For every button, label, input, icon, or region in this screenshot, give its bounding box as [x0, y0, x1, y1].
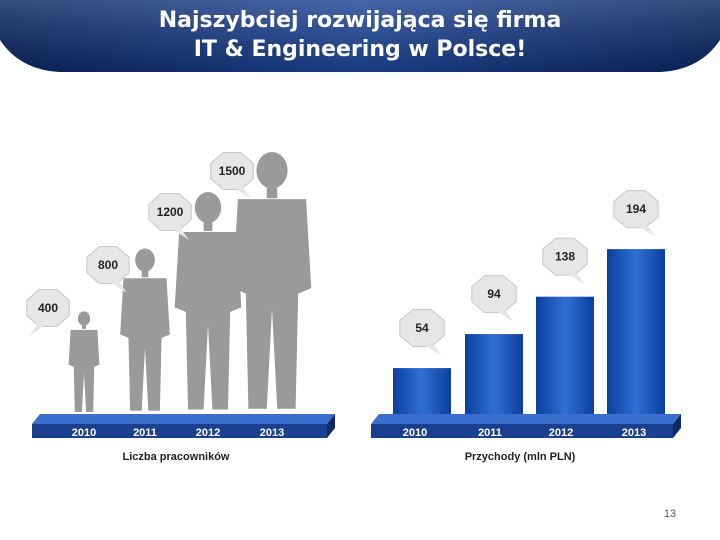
employees-platform-top — [32, 414, 335, 424]
revenue-year-2011: 2011 — [478, 427, 502, 439]
revenue-value-2010-bubble-tail — [426, 344, 442, 357]
employees-figure-2010-head — [77, 311, 91, 326]
employees-value-2013-bubble: 1500 — [210, 152, 254, 199]
employees-value-2013-bubble-shape — [210, 152, 254, 190]
employees-figure-2013-body — [232, 199, 312, 409]
employees-value-2011-bubble: 800 — [86, 246, 130, 293]
employees-platform-side — [327, 414, 335, 438]
employees-figure-2013 — [232, 152, 312, 409]
revenue-value-2012: 138 — [555, 250, 575, 264]
employees-value-2013-bubble-tail — [235, 187, 251, 199]
slide-number: 13 — [663, 508, 677, 520]
revenue-platform-side — [673, 414, 681, 438]
employees-year-2010: 2010 — [72, 427, 96, 439]
employees-figure-2011-head — [135, 248, 155, 272]
employees-figure-2010 — [68, 311, 100, 412]
employees-value-2012: 1200 — [157, 205, 184, 219]
revenue-bar-2010 — [393, 368, 451, 414]
revenue-platform — [371, 414, 681, 438]
revenue-year-2013: 2013 — [622, 427, 646, 439]
revenue-value-2013-bubble-shape — [613, 190, 659, 229]
employees-figure-2011-neck — [141, 270, 149, 278]
employees-value-2011-bubble-shape — [86, 246, 130, 284]
revenue-year-2012: 2012 — [549, 427, 573, 439]
revenue-value-2013-bubble: 194 — [613, 190, 659, 238]
revenue-bar-2011 — [465, 334, 523, 414]
employees-value-2012-bubble-shape — [148, 193, 192, 231]
revenue-value-2011: 94 — [487, 287, 501, 301]
revenue-value-2011-bubble-tail — [498, 310, 514, 323]
employees-figure-2011 — [120, 248, 170, 411]
employees-platform — [32, 414, 335, 438]
revenue-value-2010-bubble-shape — [399, 309, 445, 348]
title-banner: Najszybciej rozwijająca się firma IT & E… — [0, 0, 720, 78]
employees-year-2012: 2012 — [196, 427, 220, 439]
revenue-bar-2013 — [607, 249, 665, 414]
employees-figure-2013-head — [256, 152, 288, 189]
employees-figure-2010-neck — [81, 324, 87, 329]
revenue-value-2011-bubble-shape — [471, 275, 517, 314]
revenue-value-2012-bubble: 138 — [542, 237, 588, 285]
title-line-2: IT & Engineering w Polsce! — [193, 37, 527, 62]
employees-value-2010-bubble-tail — [29, 324, 45, 336]
page-title: Najszybciej rozwijająca się firma IT & E… — [0, 6, 720, 64]
employees-value-2011-bubble-tail — [111, 281, 127, 293]
revenue-year-2010: 2010 — [403, 427, 427, 439]
employees-figure-2012-body — [174, 231, 242, 410]
revenue-bar-2012 — [536, 296, 594, 414]
employees-figure-2013-neck — [266, 187, 278, 199]
employees-platform-front — [32, 424, 327, 438]
revenue-value-2010-bubble: 54 — [399, 309, 445, 357]
employees-value-2010: 400 — [38, 301, 58, 315]
employees-value-2012-bubble-tail — [173, 228, 189, 240]
revenue-platform-front — [371, 424, 673, 438]
employees-figure-2012-neck — [203, 222, 213, 231]
employees-year-2011: 2011 — [133, 427, 157, 439]
revenue-value-2012-bubble-tail — [569, 272, 585, 285]
revenue-platform-top — [371, 414, 681, 424]
employees-value-2013: 1500 — [219, 164, 246, 178]
revenue-axis-label: Przychody (mln PLN) — [465, 451, 576, 463]
employees-value-2010-bubble-shape — [26, 289, 70, 327]
revenue-value-2011-bubble: 94 — [471, 275, 517, 323]
employees-figure-2011-body — [120, 278, 170, 411]
employees-year-2013: 2013 — [260, 427, 284, 439]
title-banner-shape — [0, 0, 720, 72]
title-line-1: Najszybciej rozwijająca się firma — [158, 8, 562, 33]
employees-axis-label: Liczba pracowników — [123, 451, 230, 463]
employees-figure-2010-body — [68, 329, 100, 412]
employees-value-2011: 800 — [98, 258, 118, 272]
revenue-value-2012-bubble-shape — [542, 237, 588, 276]
employees-figure-2012 — [174, 192, 242, 410]
revenue-value-2013-bubble-tail — [640, 225, 656, 238]
revenue-value-2010: 54 — [415, 321, 429, 335]
revenue-value-2013: 194 — [626, 202, 646, 216]
employees-figure-2012-head — [194, 192, 222, 224]
employees-value-2012-bubble: 1200 — [148, 193, 192, 240]
employees-value-2010-bubble: 400 — [26, 289, 70, 336]
